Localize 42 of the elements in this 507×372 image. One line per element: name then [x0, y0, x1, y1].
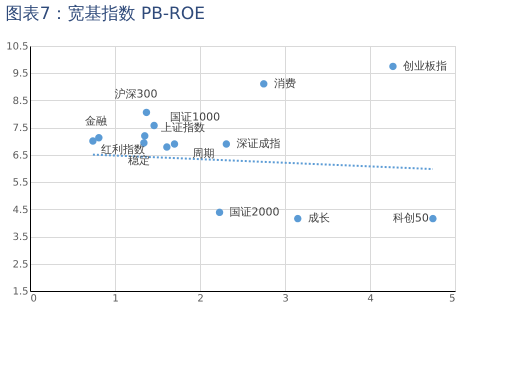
annotation: 消费	[274, 76, 296, 90]
point	[216, 208, 224, 216]
x-tick-label: 3	[282, 294, 289, 304]
point	[163, 143, 171, 151]
y-tick-label: 6.5	[12, 150, 28, 162]
annotation: 上证指数	[160, 120, 205, 134]
annotation: 稳定	[128, 154, 150, 167]
annotation: 创业板指	[402, 59, 447, 72]
chart-title: 图表7：宽基指数 PB-ROE	[6, 4, 205, 24]
annotation: 国证1000	[170, 110, 220, 124]
annotation: 科创50	[392, 212, 429, 225]
y-tick-label: 2.5	[12, 259, 28, 270]
annotation: 沪深300	[114, 87, 158, 100]
y-tick-label: 1.5	[12, 286, 28, 298]
point	[95, 134, 103, 142]
point	[389, 62, 397, 70]
annotation: 成长	[308, 212, 330, 225]
x-tick-label: 0	[30, 294, 37, 304]
x-tick-label: 1	[112, 294, 119, 304]
y-tick-label: 10.5	[6, 42, 28, 52]
y-tick-label: 3.5	[12, 232, 28, 244]
x-tick-label: 2	[197, 294, 204, 304]
annotation: 国证2000	[230, 205, 280, 218]
point	[170, 140, 178, 148]
point	[142, 108, 150, 116]
y-tick-label: 9.5	[12, 68, 28, 80]
annotation: 周期	[192, 147, 214, 160]
point	[429, 214, 437, 222]
point	[260, 80, 268, 88]
x-tick-label: 4	[367, 294, 374, 304]
point	[222, 140, 230, 148]
point	[89, 137, 97, 145]
y-tick-label: 4.5	[12, 204, 28, 216]
annotation: 深证成指	[236, 137, 280, 150]
y-tick-label: 8.5	[12, 96, 28, 107]
y-tick-label: 5.5	[12, 178, 28, 189]
x-tick-label: 5	[449, 294, 456, 304]
y-tick-label: 7.5	[12, 123, 28, 134]
annotation: 金融	[84, 114, 107, 128]
point	[294, 214, 302, 222]
point	[141, 132, 148, 140]
point	[150, 122, 158, 130]
